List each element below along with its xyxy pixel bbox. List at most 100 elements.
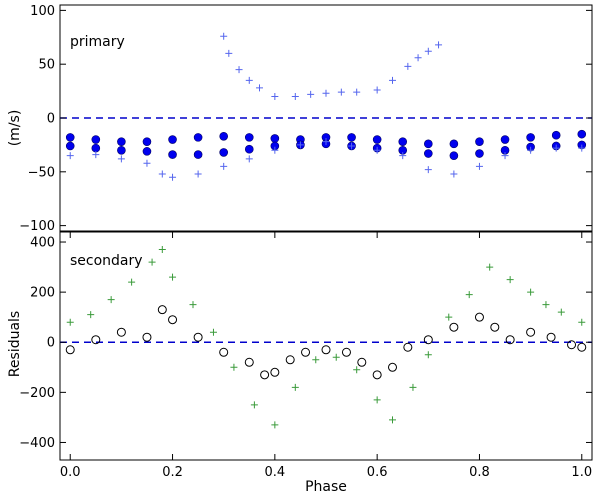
data-point-open-circle	[270, 367, 280, 377]
data-point-plus	[209, 328, 217, 336]
data-point-plus	[353, 366, 361, 374]
data-point-plus	[117, 155, 125, 163]
data-point-open-circle	[546, 332, 556, 342]
data-point-open-circle	[474, 312, 484, 322]
data-point-plus	[128, 278, 136, 286]
data-point-plus	[220, 162, 228, 170]
data-point-open-circle	[490, 322, 500, 332]
data-point-filled-circle	[372, 135, 382, 144]
data-point-open-circle	[285, 355, 295, 365]
data-point-open-circle	[142, 332, 152, 342]
data-point-plus	[271, 146, 279, 154]
data-point-plus	[66, 152, 74, 160]
data-point-plus	[527, 146, 535, 154]
data-point-plus	[220, 32, 228, 40]
y-tick-label: −100	[19, 219, 55, 234]
x-tick-label: 1.0	[571, 465, 592, 480]
data-point-plus	[373, 146, 381, 154]
x-tick-label: 0.6	[367, 465, 388, 480]
data-point-filled-circle	[424, 139, 433, 149]
data-point-plus	[337, 88, 345, 96]
bottom-panel-frame	[59, 231, 593, 461]
data-point-filled-circle	[91, 135, 101, 144]
data-point-plus	[148, 258, 156, 266]
data-point-filled-circle	[117, 137, 126, 146]
data-point-plus	[87, 311, 95, 319]
data-point-plus	[389, 416, 396, 424]
data-point-filled-circle	[270, 134, 280, 143]
data-point-filled-circle	[577, 129, 587, 139]
data-point-plus	[557, 308, 565, 316]
data-point-filled-circle	[219, 148, 228, 157]
data-point-open-circle	[168, 315, 178, 325]
data-point-filled-circle	[449, 139, 459, 149]
data-point-filled-circle	[142, 137, 152, 146]
data-point-filled-circle	[475, 149, 484, 158]
data-point-plus	[404, 62, 412, 70]
data-point-filled-circle	[244, 133, 254, 142]
data-point-plus	[348, 142, 356, 150]
data-point-filled-circle	[424, 149, 433, 158]
data-point-open-circle	[449, 322, 459, 332]
data-point-open-circle	[219, 347, 229, 357]
data-point-filled-circle	[219, 131, 228, 141]
data-point-filled-circle	[347, 133, 356, 142]
y-axis-label: Residuals	[7, 311, 23, 377]
data-point-plus	[66, 318, 74, 326]
data-point-plus	[291, 383, 299, 391]
data-point-plus	[353, 88, 361, 96]
data-point-filled-circle	[168, 135, 177, 144]
x-tick-label: 0.2	[162, 465, 183, 480]
y-tick-label: 400	[30, 236, 55, 251]
data-point-filled-circle	[65, 133, 75, 142]
data-point-open-circle	[403, 342, 413, 352]
y-tick-label: 0	[47, 112, 55, 127]
data-point-open-circle	[260, 370, 270, 380]
data-point-open-circle	[423, 335, 433, 345]
data-point-open-circle	[567, 340, 577, 350]
data-point-plus	[445, 313, 453, 321]
x-axis-label: Phase	[305, 479, 347, 495]
data-point-plus	[465, 291, 473, 299]
data-point-plus	[271, 92, 279, 100]
top-series-layer	[65, 32, 587, 181]
data-point-plus	[194, 170, 202, 178]
data-point-filled-circle	[117, 145, 126, 155]
y-tick-label: −50	[28, 165, 55, 180]
data-point-open-circle	[577, 342, 587, 352]
data-point-filled-circle	[551, 130, 561, 140]
data-point-open-circle	[301, 347, 311, 357]
data-point-plus	[578, 144, 586, 152]
x-tick-label: 0.4	[265, 465, 286, 480]
data-point-filled-circle	[142, 147, 152, 156]
data-point-plus	[527, 288, 535, 296]
data-point-filled-circle	[475, 137, 484, 146]
data-point-plus	[225, 49, 233, 57]
data-point-open-circle	[321, 345, 331, 355]
data-point-plus	[501, 152, 509, 160]
data-point-open-circle	[526, 327, 536, 337]
data-point-plus	[486, 263, 494, 271]
data-point-plus	[271, 421, 279, 429]
top-panel-label: primary	[70, 34, 125, 50]
data-point-plus	[373, 86, 381, 94]
data-point-filled-circle	[65, 141, 75, 151]
data-point-plus	[296, 141, 304, 149]
data-point-open-circle	[388, 362, 397, 372]
data-point-filled-circle	[244, 144, 254, 154]
data-point-plus	[435, 41, 443, 49]
data-point-plus	[169, 273, 177, 281]
data-point-filled-circle	[193, 133, 203, 142]
data-point-plus	[230, 363, 238, 371]
bottom-panel-label: secondary	[70, 253, 143, 269]
bottom-axis-ticks: 400 200 0 −200 −400 0.0 0.2 0.4 0.6 0.8 1.0	[19, 232, 592, 480]
x-tick-label: 0.0	[60, 465, 81, 480]
data-point-open-circle	[505, 335, 515, 345]
data-point-plus	[424, 166, 432, 174]
data-point-open-circle	[341, 347, 351, 357]
data-point-plus	[169, 173, 177, 181]
data-point-plus	[158, 170, 166, 178]
data-point-open-circle	[65, 345, 75, 355]
data-point-plus	[578, 318, 586, 326]
data-point-open-circle	[372, 370, 382, 380]
